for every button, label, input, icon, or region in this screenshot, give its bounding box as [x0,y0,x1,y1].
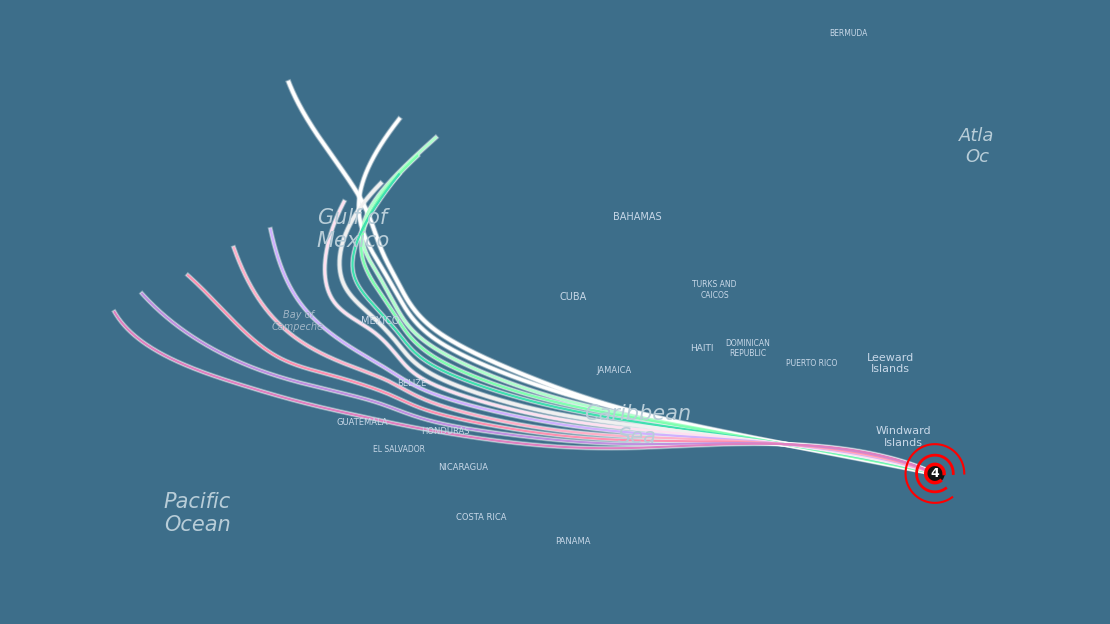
Text: DOMINICAN
REPUBLIC: DOMINICAN REPUBLIC [725,339,770,358]
Text: 4: 4 [930,467,939,480]
Text: Caribbean
Sea: Caribbean Sea [584,404,692,447]
Text: TURKS AND
CAICOS: TURKS AND CAICOS [693,280,737,300]
Text: NICARAGUA: NICARAGUA [438,464,488,472]
Text: MEXICO: MEXICO [362,316,400,326]
Text: HONDURAS: HONDURAS [421,427,470,436]
Text: PANAMA: PANAMA [556,537,592,546]
Text: Atla
Oc: Atla Oc [959,127,995,166]
Text: BERMUDA: BERMUDA [829,29,868,37]
Text: Windward
Islands: Windward Islands [876,426,931,447]
Text: GUATEMALA: GUATEMALA [336,417,388,427]
Text: BAHAMAS: BAHAMAS [614,212,662,222]
Text: HAITI: HAITI [690,344,714,353]
Text: Bay of
Campeche: Bay of Campeche [272,310,324,332]
Text: JAMAICA: JAMAICA [596,366,632,375]
Text: COSTA RICA: COSTA RICA [456,513,507,522]
Circle shape [926,464,945,483]
Text: BELIZE: BELIZE [397,379,426,388]
Text: CUBA: CUBA [559,292,587,302]
Text: Gulf of
Mexico: Gulf of Mexico [316,208,390,251]
Text: PUERTO RICO: PUERTO RICO [786,359,838,368]
Text: Pacific
Ocean: Pacific Ocean [163,492,231,535]
Text: Leeward
Islands: Leeward Islands [867,353,915,374]
Text: EL SALVADOR: EL SALVADOR [373,445,425,454]
